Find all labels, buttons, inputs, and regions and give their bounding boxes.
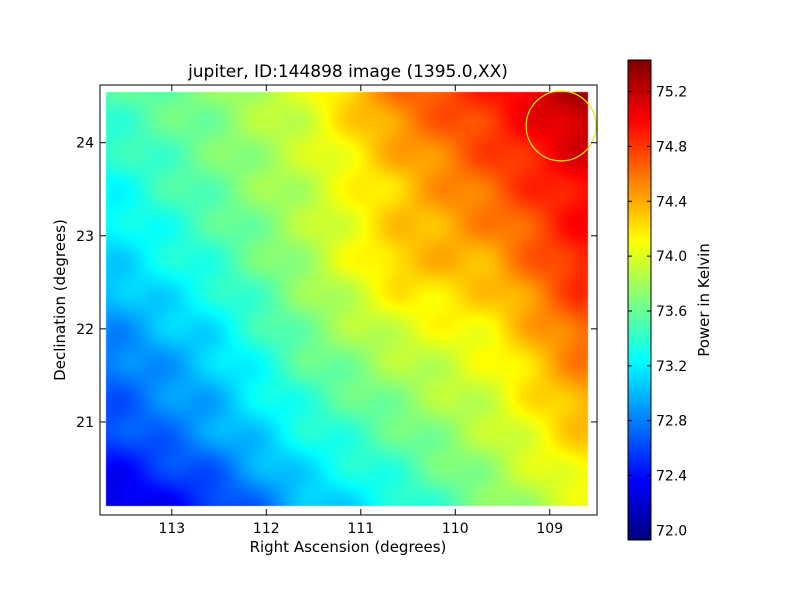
colorbar-frame xyxy=(627,59,652,541)
colorbar-tick-label: 72.4 xyxy=(656,469,687,485)
x-tick-label: 109 xyxy=(536,521,563,537)
chart-title: jupiter, ID:144898 image (1395.0,XX) xyxy=(187,62,508,82)
x-tick-label: 110 xyxy=(442,521,469,537)
colorbar-tick-label: 74.8 xyxy=(656,139,687,155)
plot-frame xyxy=(99,84,598,516)
colorbar-tick-label: 75.2 xyxy=(656,85,687,101)
x-tick-label: 113 xyxy=(158,521,185,537)
colorbar-tick-label: 72.0 xyxy=(656,523,687,539)
heatmap-image xyxy=(100,85,597,515)
y-tick-label: 24 xyxy=(76,136,94,152)
y-axis-label: Declination (degrees) xyxy=(51,219,69,381)
y-tick-label: 23 xyxy=(76,229,94,245)
x-tick-label: 111 xyxy=(347,521,374,537)
colorbar-tick-label: 73.2 xyxy=(656,359,687,375)
y-tick-label: 21 xyxy=(76,415,94,431)
colorbar-tick-label: 74.4 xyxy=(656,194,687,210)
colorbar-tick-label: 74.0 xyxy=(656,249,687,265)
colorbar-tick-label: 73.6 xyxy=(656,304,687,320)
colorbar-gradient xyxy=(628,60,651,540)
y-tick-label: 22 xyxy=(76,322,94,338)
colorbar-tick-label: 72.8 xyxy=(656,414,687,430)
source-marker-circle xyxy=(525,90,597,162)
x-tick-label: 112 xyxy=(253,521,280,537)
x-axis-label: Right Ascension (degrees) xyxy=(250,538,447,556)
colorbar-label: Power in Kelvin xyxy=(695,243,713,357)
